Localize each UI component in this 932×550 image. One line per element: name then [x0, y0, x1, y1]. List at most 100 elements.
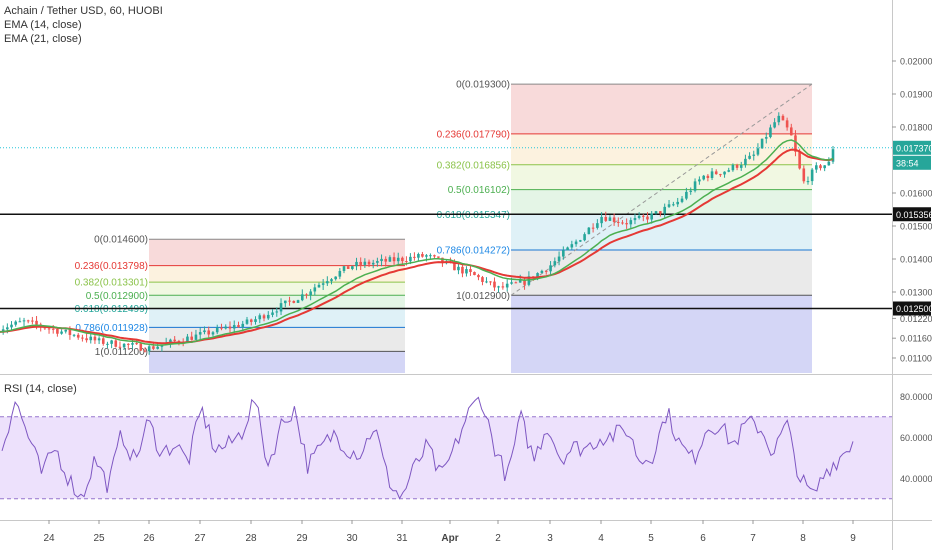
candle-body: [421, 254, 424, 257]
candle-body: [22, 320, 26, 322]
fib-label-left-0: 0(0.014600): [94, 235, 148, 246]
candle-body: [224, 326, 228, 329]
rsi-tick-label: 40.0000: [900, 474, 932, 484]
candle-body: [72, 334, 76, 336]
candle-body: [672, 204, 675, 206]
candle-body: [819, 165, 822, 169]
candle-body: [401, 257, 404, 262]
time-tick-label: 31: [396, 533, 408, 544]
candle-body: [540, 270, 544, 274]
fib-zone-left-3: [149, 295, 405, 309]
candle-body: [789, 127, 793, 136]
candle-body: [6, 327, 9, 330]
candle-body: [143, 350, 147, 352]
candle-body: [689, 190, 693, 192]
fib-zone-left-1: [149, 265, 405, 283]
time-tick-label: 5: [648, 533, 654, 544]
fib-label-left-3: 0.5(0.012900): [86, 291, 148, 302]
candle-body: [18, 321, 22, 323]
candle-body: [453, 262, 456, 271]
candle-body: [654, 211, 658, 214]
candle-body: [126, 343, 130, 345]
candle-body: [56, 328, 59, 334]
countdown-badge: 38:54: [896, 158, 919, 168]
candle-body: [481, 277, 484, 282]
candle-body: [85, 338, 88, 341]
candle-body: [396, 257, 400, 262]
candle-body: [186, 336, 189, 343]
candle-body: [646, 216, 649, 220]
candle-body: [591, 227, 595, 229]
candle-body: [317, 284, 321, 288]
candle-body: [425, 255, 428, 257]
candle-body: [698, 179, 701, 182]
fib-label-right-0: 0(0.019300): [456, 80, 510, 91]
candle-body: [769, 127, 772, 138]
candle-body: [313, 287, 317, 292]
candle-body: [110, 340, 113, 344]
candle-body: [557, 256, 561, 262]
rsi-line: [1, 396, 854, 500]
candle-body: [47, 328, 51, 330]
candle-body: [249, 319, 253, 322]
candle-body: [739, 165, 743, 168]
candle-body: [97, 338, 101, 341]
candle-body: [505, 283, 509, 288]
fib-zone-right-3: [511, 189, 812, 215]
candle-body: [139, 343, 143, 351]
candle-body: [173, 339, 176, 341]
candle-body: [429, 255, 432, 257]
candle-body: [650, 213, 653, 220]
candle-body: [633, 218, 637, 221]
rsi-tick-label: 80.0000: [900, 392, 932, 402]
candle-body: [527, 276, 531, 285]
candle-body: [10, 324, 13, 328]
lower-line-badge: 0.012500: [896, 304, 932, 314]
candle-body: [413, 256, 416, 258]
candle-body: [629, 220, 633, 225]
candle-body: [152, 346, 155, 349]
fib-label-left-4: 0.618(0.012499): [75, 304, 148, 315]
candle-body: [823, 165, 826, 169]
candle-body: [637, 215, 641, 219]
candle-body: [228, 326, 232, 329]
candle-body: [262, 315, 266, 319]
candle-body: [275, 311, 279, 313]
candle-body: [131, 343, 134, 345]
candle-body: [245, 319, 249, 324]
candle-body: [727, 170, 731, 172]
candle-body: [773, 122, 776, 128]
candle-body: [441, 257, 444, 264]
candle-body: [566, 247, 569, 251]
fib-label-right-2: 0.382(0.016856): [437, 160, 510, 171]
ema21-line: [0, 148, 834, 345]
candle-body: [156, 346, 159, 349]
candle-body: [64, 329, 68, 332]
candle-body: [600, 216, 603, 224]
fib-label-left-2: 0.382(0.013301): [75, 278, 148, 289]
candle-body: [334, 276, 337, 280]
candle-body: [583, 234, 586, 241]
last-price-badge-bg: [893, 140, 931, 155]
candle-body: [802, 168, 806, 182]
candle-body: [296, 300, 300, 303]
candle-body: [135, 343, 138, 345]
candle-body: [376, 261, 379, 263]
candle-body: [76, 334, 80, 338]
candle-body: [384, 258, 388, 262]
candle-body: [417, 254, 420, 258]
candle-body: [798, 151, 801, 169]
candle-body: [292, 301, 296, 303]
candle-body: [485, 281, 488, 283]
candle-body: [473, 272, 476, 276]
candle-body: [301, 294, 304, 301]
rsi-tick-label: 60.0000: [900, 433, 932, 443]
fib-label-left-5: 0.786(0.011928): [75, 323, 148, 334]
candle-body: [321, 283, 325, 285]
candle-body: [642, 215, 645, 217]
